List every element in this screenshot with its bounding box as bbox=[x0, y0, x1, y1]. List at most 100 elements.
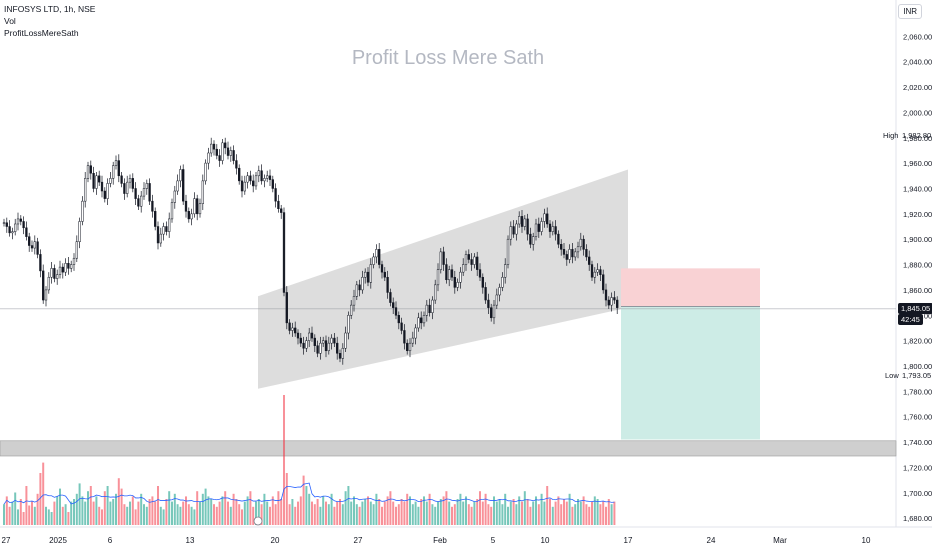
volume-bar bbox=[437, 501, 439, 525]
low-value: 1,793.05 bbox=[902, 371, 932, 380]
currency-badge[interactable]: INR bbox=[898, 4, 922, 19]
volume-bar bbox=[145, 506, 148, 525]
script-indicator-label[interactable]: ProfitLossMereSath bbox=[4, 28, 79, 38]
candle-body bbox=[470, 259, 473, 265]
volume-bar bbox=[453, 504, 456, 525]
volume-indicator-label[interactable]: Vol bbox=[4, 16, 16, 26]
volume-bar bbox=[182, 501, 185, 525]
volume-bar bbox=[129, 501, 131, 525]
candle-body bbox=[114, 160, 118, 166]
candle-body bbox=[123, 183, 126, 194]
candle-body bbox=[103, 190, 106, 199]
volume-bar bbox=[87, 491, 89, 525]
volume-bar bbox=[350, 501, 353, 525]
candle-body bbox=[25, 227, 28, 237]
candle-body bbox=[565, 254, 568, 260]
volume-bar bbox=[596, 499, 599, 525]
candle-body bbox=[582, 238, 585, 250]
volume-bar bbox=[221, 496, 224, 525]
volume-bar bbox=[560, 504, 563, 525]
candle-body bbox=[5, 222, 8, 227]
volume-bar bbox=[397, 504, 400, 525]
candle-body bbox=[448, 269, 451, 281]
volume-bar bbox=[568, 493, 571, 525]
volume-bar bbox=[501, 504, 504, 525]
volume-bar bbox=[229, 506, 232, 525]
candle-body bbox=[442, 251, 445, 265]
volume-bar bbox=[126, 506, 129, 525]
volume-bar bbox=[263, 493, 266, 525]
candle-body bbox=[590, 264, 594, 278]
volume-bar bbox=[28, 505, 31, 525]
candle-body bbox=[534, 223, 538, 237]
time-tick-label: 10 bbox=[541, 536, 550, 545]
price-tick-label: 1,760.00 bbox=[903, 413, 932, 422]
candle-body bbox=[434, 284, 437, 301]
volume-bar bbox=[280, 499, 283, 525]
volume-bar bbox=[434, 506, 437, 525]
price-tick-label: 2,060.00 bbox=[903, 32, 932, 41]
candle-body bbox=[386, 276, 389, 293]
candle-body bbox=[72, 257, 76, 265]
candle-body bbox=[221, 142, 224, 161]
time-tick-label: 20 bbox=[271, 536, 280, 545]
volume-bar bbox=[540, 493, 543, 525]
candle-body bbox=[576, 246, 580, 253]
volume-bar bbox=[33, 506, 36, 525]
candle-body bbox=[361, 276, 364, 291]
symbol-title[interactable]: INFOSYS LTD, 1h, NSE bbox=[4, 4, 96, 14]
volume-bar bbox=[84, 501, 87, 525]
candle-body bbox=[369, 264, 372, 283]
support-zone bbox=[0, 440, 897, 457]
candle-body bbox=[355, 284, 358, 297]
volume-bar bbox=[246, 496, 249, 525]
volume-bar bbox=[243, 501, 246, 525]
candle-body bbox=[302, 342, 305, 349]
candle-body bbox=[282, 212, 286, 293]
volume-bar bbox=[549, 499, 551, 525]
volume-bar bbox=[507, 506, 509, 525]
candle-body bbox=[308, 332, 311, 341]
volume-bar bbox=[112, 499, 115, 525]
candle-body bbox=[400, 322, 403, 331]
volume-bar bbox=[577, 499, 579, 525]
volume-bar bbox=[148, 499, 151, 525]
volume-bar bbox=[101, 509, 103, 525]
candle-body bbox=[187, 211, 190, 220]
candle-body bbox=[201, 180, 204, 204]
candle-body bbox=[464, 254, 468, 265]
volume-bar bbox=[143, 504, 145, 525]
volume-bar bbox=[599, 504, 602, 525]
volume-bar bbox=[479, 491, 481, 525]
volume-bar bbox=[311, 501, 313, 525]
candle-body bbox=[170, 202, 174, 220]
candle-body bbox=[394, 307, 398, 316]
candle-body bbox=[296, 332, 300, 339]
candle-body bbox=[481, 276, 484, 288]
time-tick-label: 13 bbox=[186, 536, 195, 545]
volume-bar bbox=[322, 496, 325, 525]
volume-bar bbox=[532, 501, 535, 525]
candle-body bbox=[277, 200, 280, 210]
candle-body bbox=[117, 160, 120, 177]
candle-body bbox=[252, 180, 255, 187]
candle-body bbox=[176, 180, 179, 192]
time-tick-label: Mar bbox=[773, 536, 787, 545]
candle-body bbox=[151, 200, 154, 212]
candle-body bbox=[70, 264, 73, 269]
volume-bar bbox=[120, 488, 123, 525]
candles-group bbox=[2, 137, 619, 365]
candle-body bbox=[254, 175, 258, 187]
candle-body bbox=[492, 304, 496, 319]
volume-bar bbox=[395, 506, 397, 525]
candle-body bbox=[235, 160, 238, 169]
volume-bar bbox=[224, 491, 227, 525]
volume-bar bbox=[179, 506, 182, 525]
time-tick-label: 27 bbox=[2, 536, 11, 545]
volume-bar bbox=[53, 501, 56, 525]
candle-body bbox=[366, 271, 370, 283]
candle-body bbox=[184, 200, 188, 212]
candle-body bbox=[428, 304, 431, 313]
